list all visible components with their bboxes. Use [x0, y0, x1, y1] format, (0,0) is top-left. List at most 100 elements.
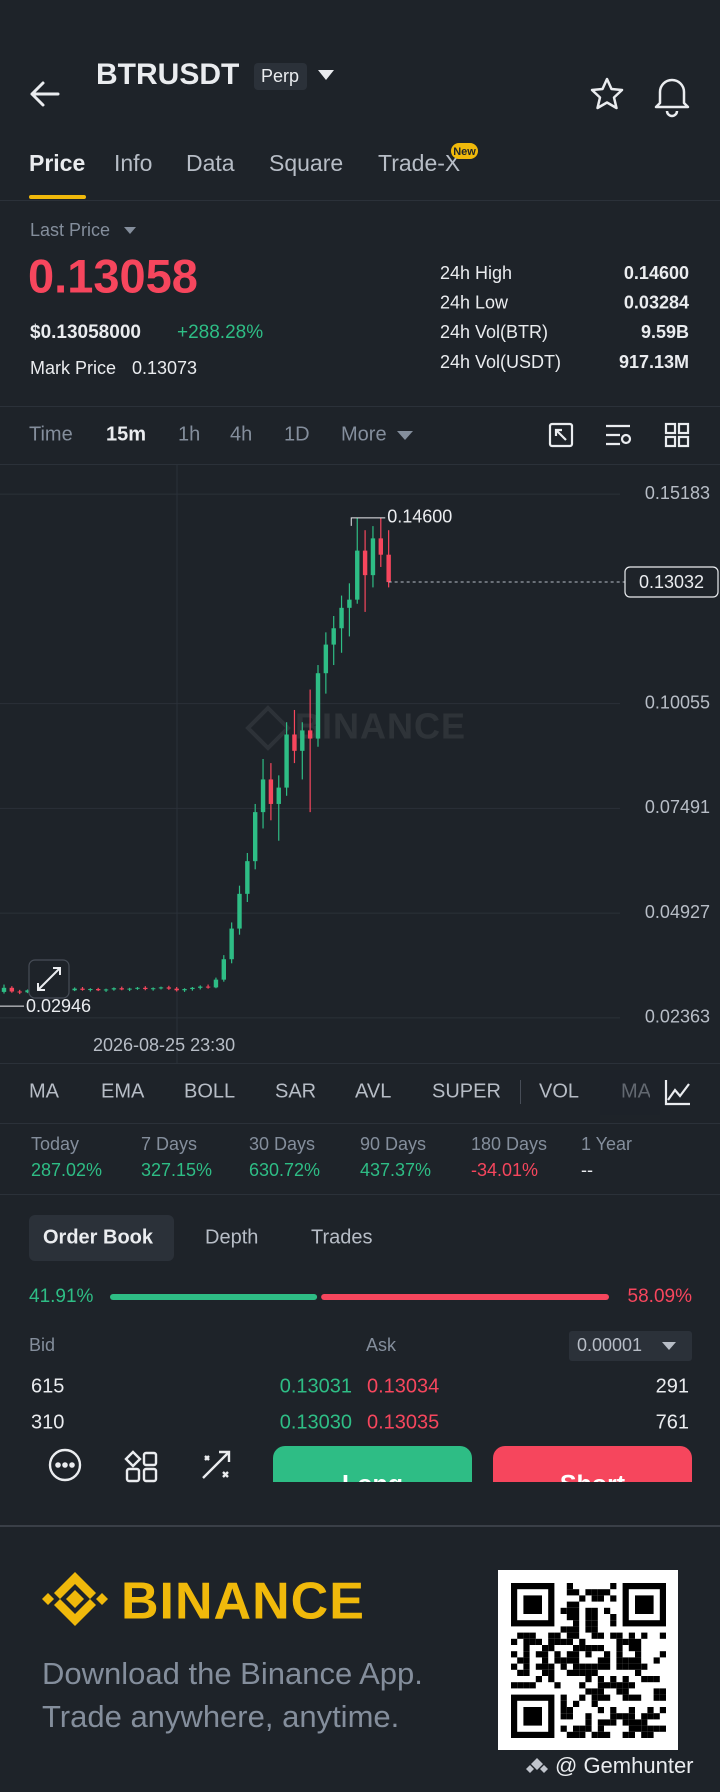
- qr-module: [548, 1669, 555, 1676]
- crosshair-time: 2026-08-25 23:30: [93, 1035, 235, 1055]
- candle-body: [245, 861, 250, 894]
- qr-module: [610, 1676, 617, 1683]
- qr-module: [548, 1645, 555, 1652]
- tab[interactable]: Price: [29, 150, 85, 176]
- qr-module: [535, 1638, 542, 1645]
- active-tab-bg: [29, 1215, 174, 1261]
- period-label: 30 Days: [249, 1134, 315, 1154]
- interval[interactable]: Time: [29, 423, 73, 445]
- action-icons[interactable]: [48, 1448, 231, 1483]
- qr-module: [628, 1707, 635, 1714]
- qr-module: [511, 1651, 518, 1658]
- qr-module: [628, 1663, 635, 1670]
- qr-module: [635, 1663, 642, 1670]
- last-price-label[interactable]: Last Price: [30, 220, 110, 240]
- precision-bg[interactable]: [569, 1331, 692, 1361]
- qr-module: [579, 1731, 586, 1738]
- qr-module: [647, 1725, 654, 1732]
- interval[interactable]: 4h: [230, 423, 252, 445]
- indicator[interactable]: BOLL: [184, 1080, 235, 1102]
- symbol[interactable]: BTRUSDT: [96, 58, 239, 91]
- qr-module: [616, 1657, 623, 1664]
- bid-size: 310: [31, 1411, 64, 1433]
- qr-module: [659, 1694, 666, 1701]
- qr-module: [535, 1663, 542, 1670]
- qr-module: [585, 1663, 592, 1670]
- candle-body: [182, 989, 187, 991]
- indicator[interactable]: AVL: [355, 1080, 391, 1102]
- book-tab[interactable]: Depth: [205, 1226, 258, 1248]
- qr-module: [579, 1694, 586, 1701]
- qr-module: [523, 1682, 530, 1689]
- qr-module: [659, 1725, 666, 1732]
- symbol-dropdown[interactable]: [318, 70, 334, 80]
- interval[interactable]: 1h: [178, 423, 200, 445]
- indicator[interactable]: EMA: [101, 1080, 145, 1102]
- qr-module: [591, 1620, 598, 1627]
- interval[interactable]: More: [341, 423, 387, 445]
- book-tab[interactable]: Trades: [311, 1226, 373, 1248]
- qr-module: [635, 1645, 642, 1652]
- qr-module: [610, 1713, 617, 1720]
- binance-logo: [42, 1572, 108, 1626]
- qr-module: [573, 1620, 580, 1627]
- watermark: BINANCE: [295, 706, 466, 747]
- qr-module: [560, 1713, 567, 1720]
- qr-module: [579, 1682, 586, 1689]
- candle-body: [88, 989, 93, 991]
- back-button[interactable]: [30, 81, 60, 107]
- qr-module: [604, 1607, 611, 1614]
- new-badge-bg: [451, 143, 478, 159]
- qr-module: [635, 1719, 642, 1726]
- indicator[interactable]: SUPER: [432, 1080, 501, 1102]
- indicator[interactable]: SAR: [275, 1080, 316, 1102]
- tab[interactable]: Square: [269, 150, 343, 176]
- short-button[interactable]: [493, 1446, 692, 1516]
- more-dropdown[interactable]: [397, 431, 413, 440]
- short-label[interactable]: Short: [560, 1471, 626, 1499]
- y-tick-label: 0.15183: [645, 483, 710, 503]
- chart-settings-icon[interactable]: [548, 422, 690, 448]
- candle-body: [127, 988, 132, 990]
- qr-module: [560, 1663, 567, 1670]
- qr-module: [517, 1669, 524, 1676]
- qr-module: [659, 1688, 666, 1695]
- qr-module: [573, 1614, 580, 1621]
- tab[interactable]: Data: [186, 150, 235, 176]
- qr-module: [542, 1663, 549, 1670]
- qr-module: [610, 1620, 617, 1627]
- candle-body: [80, 988, 85, 990]
- stat-label: 24h Low: [440, 292, 509, 312]
- long-button[interactable]: [273, 1446, 472, 1516]
- qr-module: [610, 1707, 617, 1714]
- qr-module: [628, 1645, 635, 1652]
- precision[interactable]: 0.00001: [577, 1335, 642, 1355]
- expand-icon[interactable]: [37, 967, 61, 991]
- qr-module: [573, 1725, 580, 1732]
- tab[interactable]: Trade-X: [378, 150, 460, 176]
- interval[interactable]: 15m: [106, 423, 146, 445]
- qr-module: [597, 1663, 604, 1670]
- qr-module: [641, 1676, 648, 1683]
- candle-body: [174, 988, 179, 991]
- alert-icon[interactable]: [654, 78, 690, 118]
- qr-module: [560, 1607, 567, 1614]
- indicator-icon[interactable]: [664, 1080, 690, 1106]
- usd-price: $0.13058000: [30, 322, 141, 343]
- interval[interactable]: 1D: [284, 423, 310, 445]
- indicator[interactable]: VOL: [539, 1080, 579, 1102]
- qr-module: [566, 1626, 573, 1633]
- tab[interactable]: Info: [114, 150, 152, 176]
- book-tab[interactable]: Order Book: [43, 1226, 154, 1248]
- bid-price: 0.13031: [280, 1375, 352, 1397]
- qr-module: [554, 1651, 561, 1658]
- long-label[interactable]: Long: [342, 1471, 403, 1499]
- indicator[interactable]: MA: [29, 1080, 60, 1102]
- qr-module: [585, 1669, 592, 1676]
- price-chart[interactable]: 0.15183 0.10055 0.07491 0.04927 0.02363 BINAN…: [0, 464, 719, 1063]
- favorite-icon[interactable]: [590, 77, 624, 110]
- active-tab-indicator: [29, 195, 86, 199]
- period-change: --: [581, 1160, 593, 1180]
